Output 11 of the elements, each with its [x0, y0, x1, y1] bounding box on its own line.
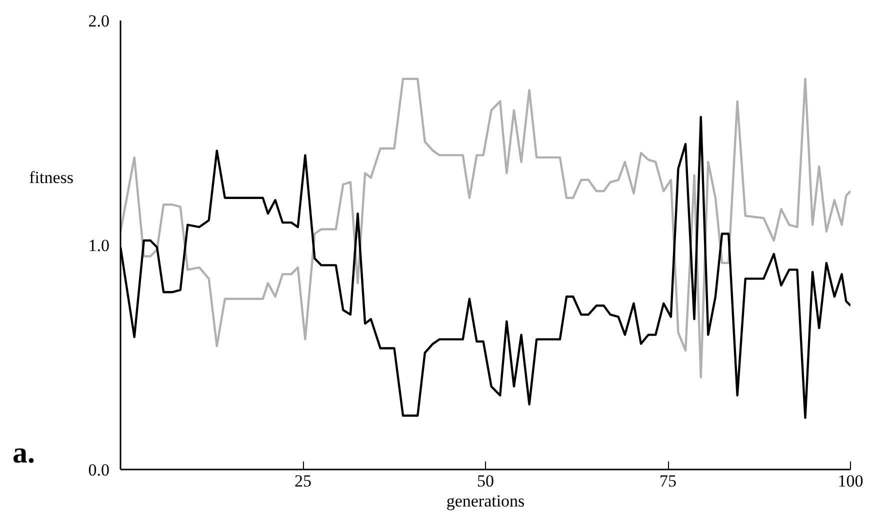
x-axis-title: generations [446, 492, 525, 510]
y-tick-label: 0.0 [88, 460, 110, 480]
y-tick-label: 2.0 [88, 12, 110, 30]
x-tick-label: 75 [660, 472, 676, 490]
text: a. [12, 436, 35, 470]
y-tick-label: 1.0 [88, 236, 110, 255]
x-tick-label: 100 [838, 472, 864, 490]
y-axis-title: fitness [29, 168, 74, 188]
x-tick-label: 50 [477, 472, 494, 490]
x-tick-label: 25 [294, 472, 312, 490]
line-series [120, 78, 850, 379]
